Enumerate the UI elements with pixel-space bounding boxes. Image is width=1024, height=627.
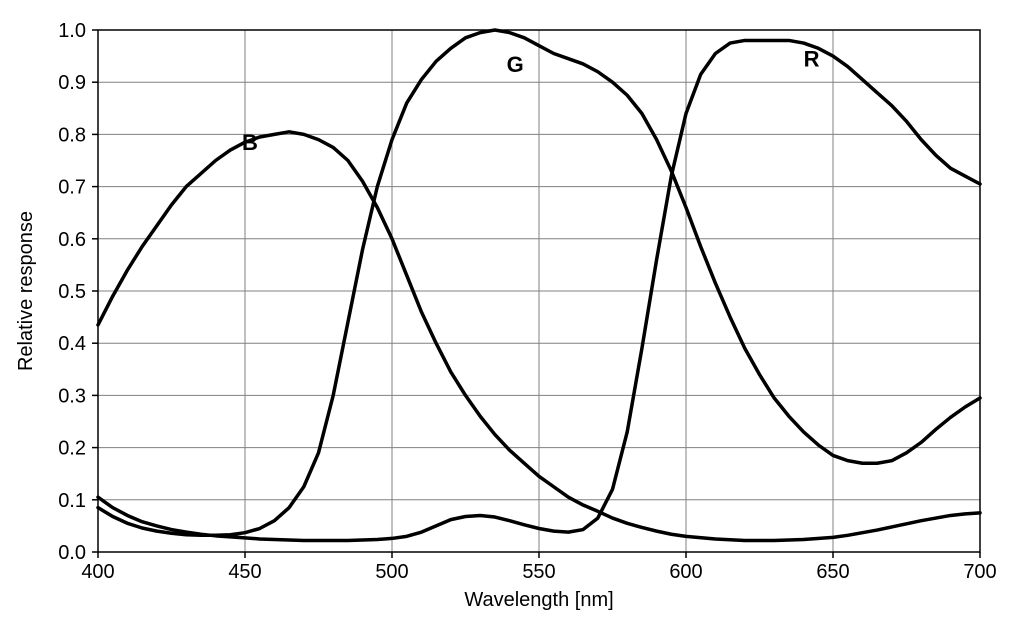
y-tick-label: 0.2 [58,438,86,460]
x-axis-label: Wavelength [nm] [464,589,613,611]
y-tick-label: 0.7 [58,177,86,199]
y-tick-label: 0.6 [58,229,86,251]
x-tick-label: 500 [375,561,408,583]
y-tick-label: 0.4 [58,333,86,355]
chart-svg: 400 450 500 550 600 650 700 0.0 0.1 0.2 0.3 0.4 0.5 0… [0,0,1024,627]
y-axis-label: Relative response [15,211,37,371]
x-tick-label: 450 [228,561,261,583]
series-label-G: G [507,52,524,77]
x-tick-label: 550 [522,561,555,583]
y-tick-label: 0.1 [58,490,86,512]
series-label-R: R [804,47,820,72]
x-tick-label: 600 [669,561,702,583]
y-tick-label: 0.9 [58,72,86,94]
series-label-B: B [242,130,258,155]
y-tick-label: 0.8 [58,124,86,146]
x-tick-label: 650 [816,561,849,583]
y-tick-label: 0.3 [58,385,86,407]
y-tick-label: 1.0 [58,20,86,42]
x-tick-label: 700 [963,561,996,583]
y-tick-label: 0.0 [58,542,86,564]
y-tick-label: 0.5 [58,281,86,303]
chart-container: 400 450 500 550 600 650 700 0.0 0.1 0.2 0.3 0.4 0.5 0… [0,0,1024,627]
x-tick-label: 400 [81,561,114,583]
